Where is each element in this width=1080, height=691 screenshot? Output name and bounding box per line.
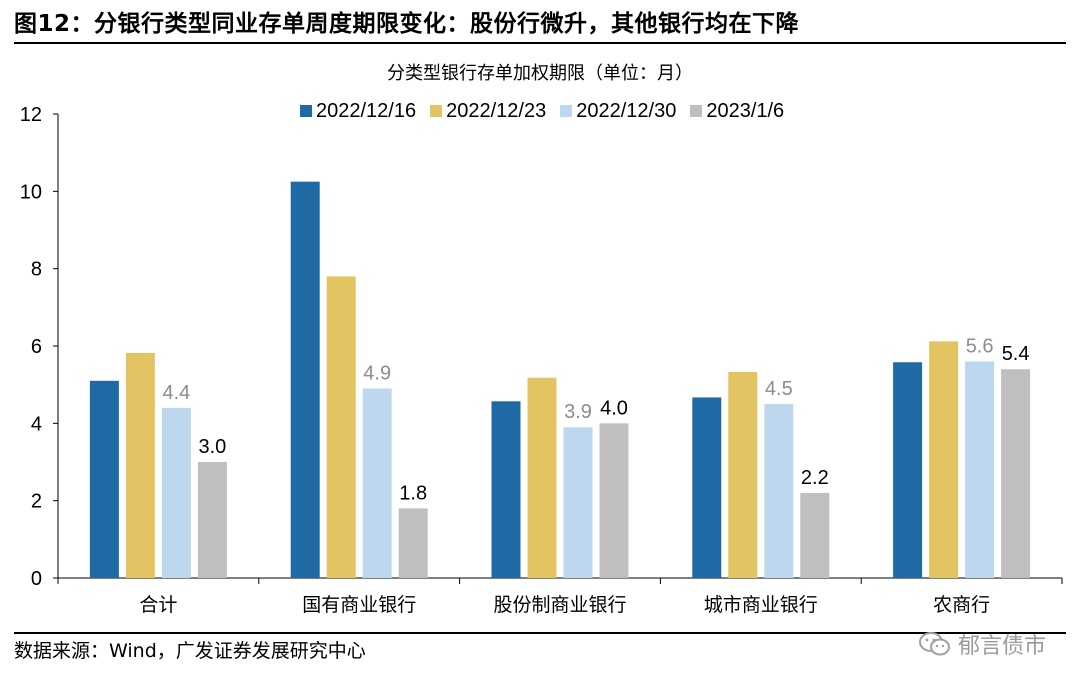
y-tick-label: 12 bbox=[20, 104, 42, 126]
y-tick-label: 0 bbox=[31, 568, 42, 590]
data-label: 3.0 bbox=[198, 436, 226, 458]
bar bbox=[326, 276, 356, 578]
y-tick-label: 6 bbox=[31, 336, 42, 358]
data-label: 5.6 bbox=[966, 335, 994, 357]
legend-swatch bbox=[690, 105, 703, 117]
bar bbox=[161, 407, 191, 578]
legend-item: 2022/12/30 bbox=[560, 100, 676, 123]
bar bbox=[692, 397, 722, 578]
watermark-text: 郁言债市 bbox=[957, 634, 1046, 659]
legend-swatch bbox=[430, 105, 443, 117]
y-tick-label: 10 bbox=[20, 181, 42, 203]
y-tick-label: 2 bbox=[31, 491, 42, 513]
bar bbox=[125, 352, 155, 578]
bar bbox=[1001, 369, 1031, 578]
legend-label: 2022/12/30 bbox=[576, 99, 677, 122]
bar bbox=[527, 377, 557, 578]
y-tick-label: 4 bbox=[31, 413, 42, 435]
legend: 2022/12/16 2022/12/23 2022/12/30 2023/1/… bbox=[300, 100, 798, 122]
data-label: 5.4 bbox=[1002, 343, 1030, 365]
x-tick-label: 农商行 bbox=[933, 594, 990, 616]
data-label: 1.8 bbox=[399, 482, 427, 504]
bar bbox=[197, 462, 227, 578]
x-tick-label: 国有商业银行 bbox=[302, 594, 416, 616]
bar bbox=[563, 427, 593, 578]
bar bbox=[728, 371, 758, 578]
watermark: 郁言债市 bbox=[918, 628, 1046, 660]
legend-swatch bbox=[560, 105, 573, 117]
bar bbox=[893, 362, 923, 578]
bar bbox=[362, 388, 392, 578]
legend-label: 2023/1/6 bbox=[706, 99, 785, 122]
y-tick-label: 8 bbox=[31, 259, 42, 281]
legend-label: 2022/12/16 bbox=[316, 99, 417, 122]
data-label: 4.4 bbox=[162, 382, 190, 404]
bar bbox=[290, 181, 320, 578]
bottom-rule bbox=[14, 632, 1066, 634]
data-label: 4.5 bbox=[765, 378, 793, 400]
legend-swatch bbox=[300, 105, 312, 117]
legend-item: 2022/12/16 bbox=[300, 100, 416, 123]
bar bbox=[800, 492, 830, 578]
wechat-icon bbox=[918, 632, 950, 656]
legend-label: 2022/12/23 bbox=[446, 99, 547, 122]
bar bbox=[398, 508, 428, 578]
figure-title: 图12：分银行类型同业存单周度期限变化：股份行微升，其他银行均在下降 bbox=[14, 11, 800, 37]
x-tick-label: 股份制商业银行 bbox=[493, 594, 626, 616]
x-tick-label: 城市商业银行 bbox=[704, 594, 818, 616]
data-label: 4.9 bbox=[363, 363, 391, 385]
data-label: 3.9 bbox=[564, 401, 592, 423]
legend-item: 2022/12/23 bbox=[430, 100, 546, 123]
data-label: 4.0 bbox=[600, 397, 628, 419]
bar bbox=[599, 423, 629, 578]
bar bbox=[929, 341, 959, 578]
bar bbox=[764, 404, 794, 578]
x-tick-label: 合计 bbox=[139, 594, 177, 616]
source-note: 数据来源：Wind，广发证券发展研究中心 bbox=[14, 640, 366, 662]
bar bbox=[965, 361, 995, 578]
legend-item: 2023/1/6 bbox=[690, 100, 784, 123]
bar bbox=[89, 380, 119, 578]
chart-title: 分类型银行存单加权期限（单位：月） bbox=[387, 63, 693, 84]
top-rule bbox=[14, 42, 1066, 44]
data-label: 2.2 bbox=[801, 467, 829, 489]
bar bbox=[491, 401, 521, 578]
